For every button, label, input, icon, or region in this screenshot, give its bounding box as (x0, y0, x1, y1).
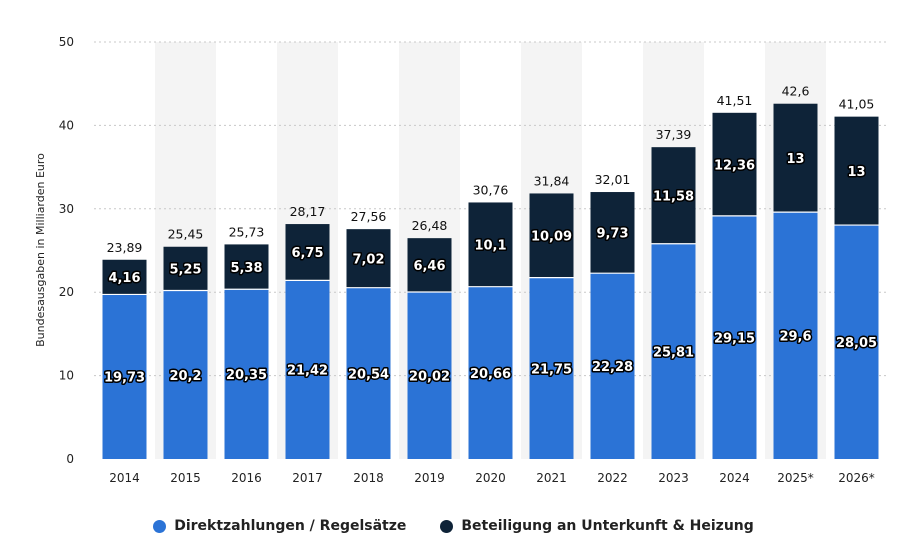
x-tick-label: 2015 (170, 471, 201, 485)
bar-unterkunft-heizung[interactable] (163, 246, 208, 291)
bar-unterkunft-heizung[interactable] (468, 202, 513, 287)
y-axis-label: Bundesausgaben in Milliarden Euro (34, 153, 47, 347)
bar-direktzahlungen[interactable] (285, 280, 330, 459)
bar-direktzahlungen[interactable] (529, 277, 574, 459)
total-label: 27,56 (351, 209, 387, 224)
bar-unterkunft-heizung[interactable] (834, 116, 879, 226)
y-tick-label: 50 (59, 35, 74, 49)
bar-direktzahlungen[interactable] (346, 287, 391, 459)
bar-direktzahlungen[interactable] (651, 243, 696, 459)
x-tick-label: 2019 (414, 471, 445, 485)
x-tick-label: 2022 (597, 471, 628, 485)
bar-label-unterkunft-heizung: 6,75 (291, 246, 323, 261)
x-tick-label: 2017 (292, 471, 323, 485)
total-label: 32,01 (595, 172, 631, 187)
bar-unterkunft-heizung[interactable] (102, 259, 147, 295)
x-tick-label: 2020 (475, 471, 506, 485)
x-tick-label: 2021 (536, 471, 567, 485)
total-label: 28,17 (290, 204, 326, 219)
x-tick-label: 2023 (658, 471, 689, 485)
bar-label-unterkunft-heizung: 5,38 (230, 261, 262, 276)
bar-label-direktzahlungen: 20,35 (226, 368, 267, 383)
bar-direktzahlungen[interactable] (102, 294, 147, 459)
total-label: 31,84 (534, 173, 570, 188)
bar-unterkunft-heizung[interactable] (346, 229, 391, 288)
y-tick-label: 0 (66, 452, 74, 466)
y-tick-label: 20 (59, 285, 74, 299)
bar-label-direktzahlungen: 28,05 (836, 336, 877, 351)
bar-unterkunft-heizung[interactable] (407, 238, 452, 293)
total-label: 25,45 (168, 227, 204, 242)
total-label: 42,6 (782, 84, 810, 99)
bar-label-direktzahlungen: 20,66 (470, 367, 511, 382)
bar-direktzahlungen[interactable] (407, 292, 452, 459)
total-label: 26,48 (412, 218, 448, 233)
bar-unterkunft-heizung[interactable] (712, 112, 757, 216)
y-tick-label: 30 (59, 202, 74, 216)
bar-label-unterkunft-heizung: 12,36 (714, 158, 755, 173)
total-label: 30,76 (473, 182, 509, 197)
legend-dot-dark-icon (440, 519, 454, 533)
bar-unterkunft-heizung[interactable] (285, 224, 330, 281)
x-tick-label: 2024 (719, 471, 750, 485)
bar-label-unterkunft-heizung: 4,16 (108, 271, 140, 286)
total-label: 41,51 (717, 93, 753, 108)
legend: Direktzahlungen / Regelsätze Beteiligung… (0, 518, 907, 534)
bar-direktzahlungen[interactable] (773, 212, 818, 459)
bar-unterkunft-heizung[interactable] (590, 192, 635, 274)
bar-direktzahlungen[interactable] (224, 289, 269, 459)
bar-label-direktzahlungen: 21,75 (531, 362, 572, 377)
legend-label: Direktzahlungen / Regelsätze (174, 518, 407, 534)
bar-direktzahlungen[interactable] (834, 225, 879, 459)
bar-label-direktzahlungen: 29,15 (714, 331, 755, 346)
bar-direktzahlungen[interactable] (590, 273, 635, 459)
bar-label-unterkunft-heizung: 10,09 (531, 230, 572, 245)
bar-label-direktzahlungen: 21,42 (287, 364, 328, 379)
bar-unterkunft-heizung[interactable] (529, 193, 574, 278)
x-tick-label: 2026* (838, 471, 875, 485)
bar-label-direktzahlungen: 19,73 (104, 371, 145, 386)
legend-label: Beteiligung an Unterkunft & Heizung (461, 518, 754, 534)
bar-label-unterkunft-heizung: 6,46 (413, 259, 445, 274)
total-label: 23,89 (107, 240, 143, 255)
x-tick-label: 2016 (231, 471, 262, 485)
bar-label-unterkunft-heizung: 7,02 (352, 252, 384, 267)
bar-label-direktzahlungen: 20,2 (169, 369, 201, 384)
bar-label-unterkunft-heizung: 9,73 (596, 227, 628, 242)
total-label: 41,05 (839, 97, 875, 112)
bars (102, 103, 879, 459)
bar-label-direktzahlungen: 29,6 (779, 330, 811, 345)
legend-dot-blue-icon (153, 519, 167, 533)
bar-unterkunft-heizung[interactable] (224, 244, 269, 290)
bar-label-direktzahlungen: 22,28 (592, 360, 633, 375)
x-axis-ticks: 2014 2015 2016 2017 2018 2019 2020 2021 2022 2023… (109, 471, 875, 485)
bar-label-unterkunft-heizung: 11,58 (653, 189, 694, 204)
y-axis-ticks: 0 10 20 30 40 50 (59, 35, 74, 466)
y-tick-label: 10 (59, 369, 74, 383)
bar-unterkunft-heizung[interactable] (773, 103, 818, 213)
bar-direktzahlungen[interactable] (712, 215, 757, 459)
bar-unterkunft-heizung[interactable] (651, 147, 696, 244)
bar-direktzahlungen[interactable] (163, 290, 208, 459)
bar-label-unterkunft-heizung: 10,1 (474, 239, 506, 254)
bar-label-unterkunft-heizung: 5,25 (169, 263, 201, 278)
bar-label-unterkunft-heizung: 13 (847, 165, 865, 180)
legend-item-direktzahlungen[interactable]: Direktzahlungen / Regelsätze (153, 518, 406, 534)
y-tick-label: 40 (59, 118, 74, 132)
bar-direktzahlungen[interactable] (468, 286, 513, 459)
total-label: 37,39 (656, 127, 692, 142)
bar-label-unterkunft-heizung: 13 (786, 152, 804, 167)
bar-label-direktzahlungen: 25,81 (653, 345, 694, 360)
bar-label-direktzahlungen: 20,54 (348, 367, 389, 382)
bar-value-labels: 19,73 4,16 20,2 5,25 20,35 5,38 21,42 6,75 20,54… (102, 150, 878, 387)
legend-item-unterkunft-heizung[interactable]: Beteiligung an Unterkunft & Heizung (440, 518, 754, 534)
x-tick-label: 2025* (777, 471, 814, 485)
total-labels: 23,89 25,45 25,73 28,17 27,56 26,48 30,76 31,84… (107, 84, 875, 255)
total-label: 25,73 (229, 224, 265, 239)
x-tick-label: 2014 (109, 471, 140, 485)
x-tick-label: 2018 (353, 471, 384, 485)
bar-label-direktzahlungen: 20,02 (409, 370, 450, 385)
